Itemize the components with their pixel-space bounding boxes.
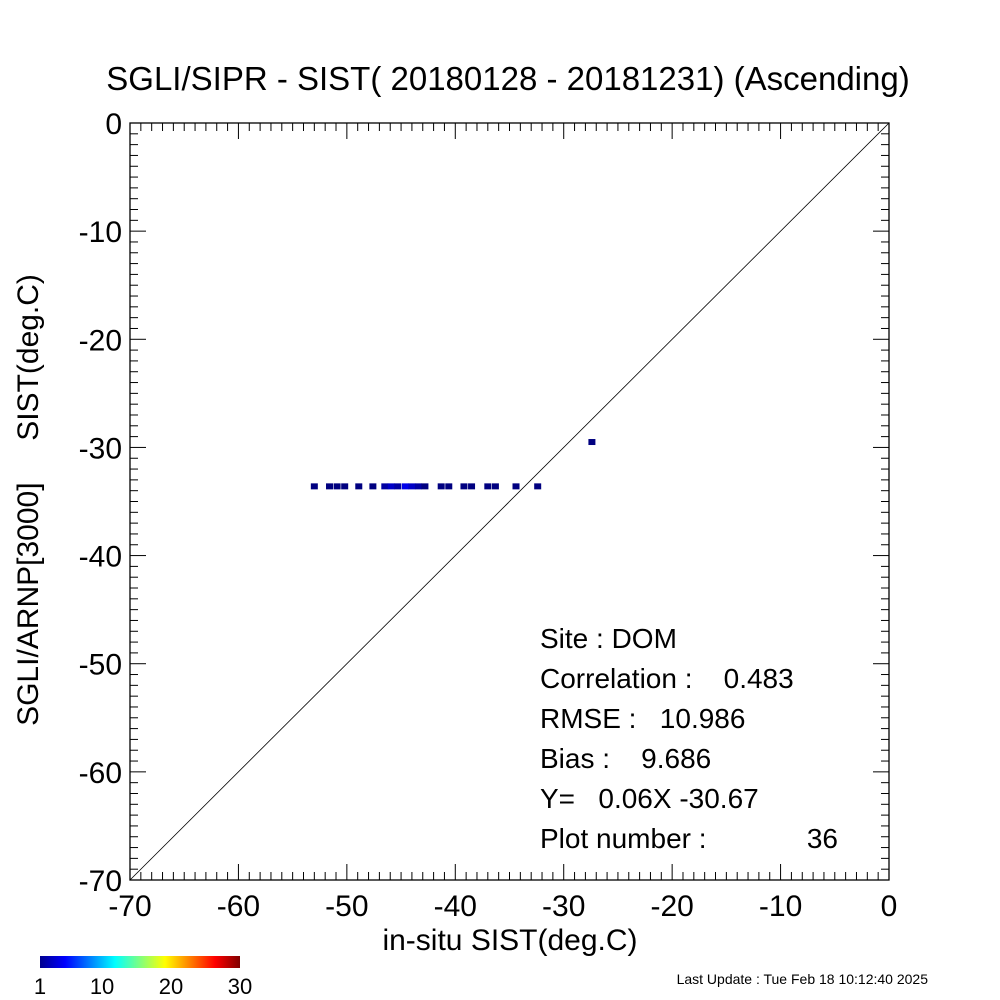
stat-correlation: Correlation : 0.483: [540, 663, 794, 694]
stat-plot-number-value: 36: [807, 823, 838, 854]
data-point: [394, 483, 402, 490]
x-tick-label: -10: [759, 890, 802, 923]
data-point: [341, 483, 349, 490]
data-point: [326, 483, 334, 490]
data-point: [460, 483, 468, 490]
data-point: [484, 483, 492, 490]
chart-title: SGLI/SIPR - SIST( 20180128 - 20181231) (…: [106, 60, 909, 97]
stat-fit: Y= 0.06X -30.67: [540, 783, 759, 814]
colorbar-labels: 1 10 20 30: [34, 974, 252, 999]
y-tick-label: -20: [79, 324, 122, 357]
y-tick-label: -30: [79, 432, 122, 465]
data-point: [588, 439, 596, 446]
data-point: [333, 483, 341, 490]
data-point: [310, 483, 318, 490]
stat-rmse: RMSE : 10.986: [540, 703, 745, 734]
x-tick-label: -20: [650, 890, 693, 923]
y-tick-labels: 0 -10 -20 -30 -40 -50 -60 -70: [79, 108, 122, 898]
x-tick-label: 0: [881, 890, 898, 923]
x-axis-label: in-situ SIST(deg.C): [382, 924, 637, 957]
data-point: [468, 483, 476, 490]
last-update: Last Update : Tue Feb 18 10:12:40 2025: [677, 971, 929, 987]
x-tick-label: -30: [542, 890, 585, 923]
data-point: [512, 483, 520, 490]
data-point: [445, 483, 453, 490]
data-point: [437, 483, 445, 490]
one-to-one-line: [129, 122, 890, 881]
colorbar-tick-label: 30: [228, 974, 252, 999]
y-tick-label: -40: [79, 541, 122, 574]
y-tick-label: 0: [105, 108, 122, 141]
y-tick-label: -50: [79, 649, 122, 682]
data-point: [381, 483, 389, 490]
colorbar-tick-label: 10: [90, 974, 114, 999]
data-point: [408, 483, 416, 490]
data-point: [355, 483, 363, 490]
x-tick-label: -70: [108, 890, 151, 923]
colorbar-tick-label: 20: [159, 974, 183, 999]
y-tick-label: -10: [79, 216, 122, 249]
x-tick-label: -60: [217, 890, 260, 923]
y-axis-label: SGLI/ARNP[3000] SIST(deg.C): [12, 274, 45, 726]
data-point: [387, 483, 395, 490]
stat-bias: Bias : 9.686: [540, 743, 711, 774]
stats-box: Site : DOM Correlation : 0.483 RMSE : 10…: [540, 623, 838, 854]
stat-plot-number: Plot number :: [540, 823, 707, 854]
data-point: [369, 483, 377, 490]
y-tick-label: -60: [79, 757, 122, 790]
x-tick-label: -40: [434, 890, 477, 923]
data-point: [491, 483, 499, 490]
stat-site: Site : DOM: [540, 623, 677, 654]
data-point: [534, 483, 542, 490]
x-tick-label: -50: [325, 890, 368, 923]
data-point: [414, 483, 422, 490]
y-tick-label: -70: [79, 865, 122, 898]
x-tick-labels: -70 -60 -50 -40 -30 -20 -10 0: [108, 890, 897, 923]
data-points: [310, 439, 596, 490]
data-point: [401, 483, 409, 490]
colorbar-tick-label: 1: [34, 974, 46, 999]
data-point: [421, 483, 429, 490]
minor-ticks: [129, 122, 890, 881]
colorbar: [40, 956, 240, 968]
